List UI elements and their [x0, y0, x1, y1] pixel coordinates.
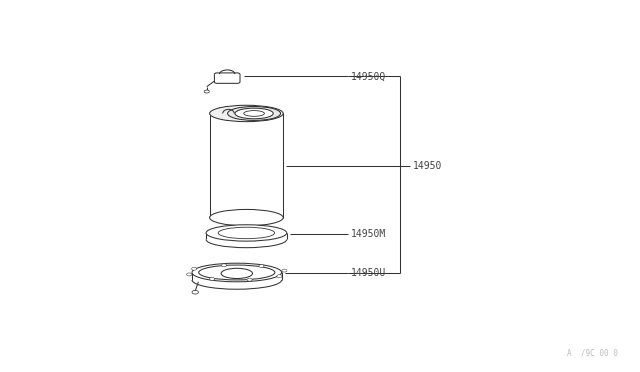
Circle shape [191, 267, 196, 270]
Ellipse shape [210, 209, 283, 226]
Text: 14950: 14950 [413, 161, 442, 170]
Ellipse shape [218, 227, 275, 239]
Ellipse shape [228, 106, 280, 121]
Ellipse shape [198, 265, 275, 280]
Text: 14950U: 14950U [351, 269, 386, 278]
Circle shape [192, 290, 198, 294]
Text: 14950Q: 14950Q [351, 71, 386, 81]
FancyBboxPatch shape [214, 73, 240, 83]
Circle shape [221, 264, 227, 267]
Circle shape [204, 90, 209, 93]
Circle shape [209, 278, 215, 280]
Ellipse shape [192, 263, 282, 282]
Circle shape [187, 273, 192, 276]
Circle shape [247, 278, 252, 281]
Ellipse shape [235, 108, 273, 119]
Ellipse shape [210, 105, 283, 122]
Ellipse shape [206, 225, 287, 241]
Circle shape [259, 264, 264, 267]
Text: 14950M: 14950M [351, 230, 386, 239]
Circle shape [277, 275, 282, 278]
Ellipse shape [244, 110, 264, 116]
Text: A  /9C 00 0: A /9C 00 0 [567, 349, 618, 358]
Circle shape [282, 269, 287, 272]
Ellipse shape [221, 268, 253, 279]
